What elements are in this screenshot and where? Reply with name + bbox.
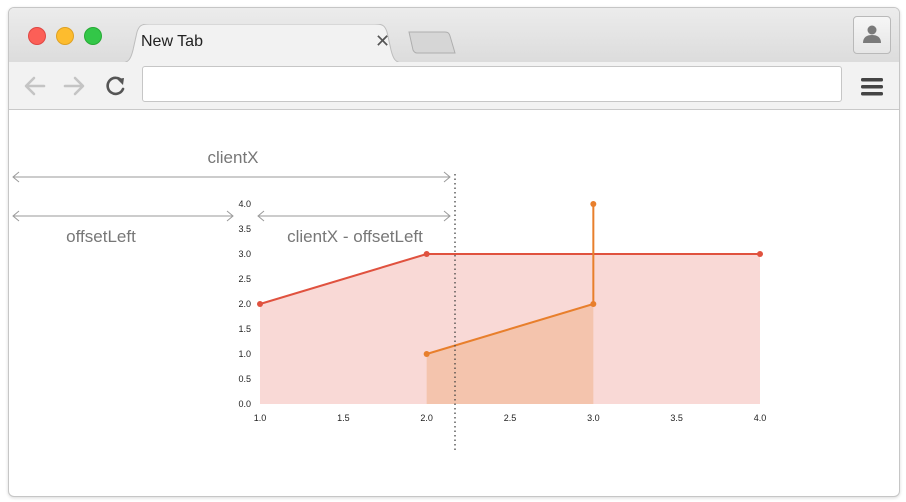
page-content: clientX offsetLeft clientX - offsetLeft …: [9, 110, 899, 496]
y-tick-label-6: 3.0: [238, 249, 251, 259]
hamburger-menu-icon[interactable]: [861, 77, 883, 97]
measurement-annotations: clientX offsetLeft clientX - offsetLeft: [12, 148, 451, 246]
series-0-point-2: [757, 251, 763, 257]
area-chart: 1.0 1.5 2.0 2.5 3.0 3.5 4.0 0.0 0.5 1.0 1.5 2.0 2.5 3…: [238, 174, 766, 452]
series-1-point-2: [590, 201, 597, 207]
arrow-left-icon[interactable]: [23, 75, 47, 97]
new-tab-button[interactable]: [407, 30, 457, 56]
tab-close-icon[interactable]: ✕: [375, 31, 391, 51]
tab-new-tab[interactable]: New Tab ✕: [121, 24, 403, 64]
zoom-window-button[interactable]: [84, 27, 102, 45]
x-tick-label-0: 1.0: [254, 413, 267, 423]
y-tick-label-1: 0.5: [238, 374, 251, 384]
series-0-point-1: [423, 251, 430, 257]
series-0-point-0: [257, 301, 263, 307]
client-x-label: clientX: [207, 148, 258, 167]
tab-shape: [121, 24, 403, 64]
person-icon: [863, 25, 881, 43]
x-tick-label-6: 4.0: [754, 413, 767, 423]
y-tick-label-8: 4.0: [238, 199, 251, 209]
difference-label: clientX - offsetLeft: [287, 227, 423, 246]
y-tick-label-0: 0.0: [238, 399, 251, 409]
y-tick-label-7: 3.5: [238, 224, 251, 234]
x-tick-label-2: 2.0: [420, 413, 433, 423]
tab-title: New Tab: [141, 33, 203, 50]
y-tick-label-2: 1.0: [238, 349, 251, 359]
reload-icon[interactable]: [104, 75, 128, 97]
series-1-area: [426, 204, 594, 404]
close-window-button[interactable]: [28, 27, 46, 45]
x-tick-label-3: 2.5: [504, 413, 517, 423]
series-1-point-1: [590, 301, 597, 307]
title-bar: New Tab ✕: [9, 8, 899, 64]
x-tick-label-4: 3.0: [587, 413, 600, 423]
offset-left-label: offsetLeft: [66, 227, 136, 246]
profile-button[interactable]: [853, 16, 891, 54]
x-tick-label-1: 1.5: [337, 413, 350, 423]
y-tick-label-3: 1.5: [238, 324, 251, 334]
y-tick-label-5: 2.5: [238, 274, 251, 284]
browser-window: New Tab ✕: [8, 7, 900, 497]
x-tick-label-5: 3.5: [670, 413, 683, 423]
browser-toolbar: [9, 62, 899, 110]
arrow-right-icon[interactable]: [62, 75, 86, 97]
address-bar-input[interactable]: [142, 66, 842, 102]
minimize-window-button[interactable]: [56, 27, 74, 45]
y-tick-label-4: 2.0: [238, 299, 251, 309]
client-x-diagram: clientX offsetLeft clientX - offsetLeft …: [12, 148, 766, 452]
series-1-point-0: [423, 351, 430, 357]
